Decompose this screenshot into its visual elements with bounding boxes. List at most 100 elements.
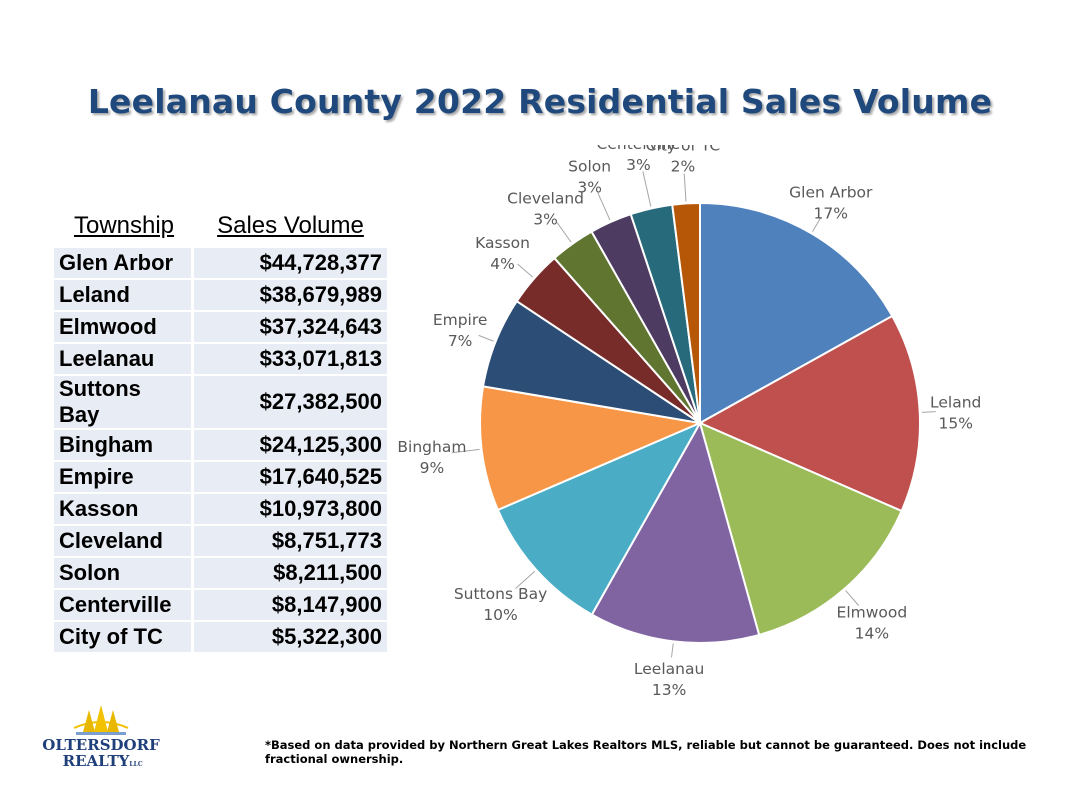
tree-icon (73, 705, 129, 735)
pie-label: Bingham 9% (397, 438, 466, 477)
footnote: *Based on data provided by Northern Grea… (265, 738, 1027, 766)
pie-leader-line (517, 263, 533, 278)
pie-slice (496, 420, 703, 616)
sales-volume-cell: $5,322,300 (194, 622, 387, 652)
table-row: Glen Arbor $44,728,377 (54, 248, 387, 278)
pie-chart: Glen Arbor 17% Leland 15% Elmwood 14% Leelanau… (397, 145, 981, 699)
column-header-sales-volume: Sales Volume (194, 210, 387, 246)
pie-leader-line (451, 448, 480, 454)
township-cell: Suttons Bay (54, 376, 194, 428)
pie-label-percent: 2% (671, 158, 696, 176)
sales-volume-cell: $8,751,773 (194, 526, 387, 556)
pie-label-name: Cleveland (507, 189, 584, 207)
pie-label-name: Bingham (397, 438, 466, 456)
pie-label-percent: 3% (626, 156, 651, 174)
pie-slice (671, 201, 701, 424)
pie-slices (479, 201, 921, 644)
township-cell: Glen Arbor (54, 248, 194, 278)
sales-volume-cell: $27,382,500 (194, 376, 387, 428)
pie-label-name: City of TC (646, 145, 721, 155)
page-title: Leelanau County 2022 Residential Sales V… (87, 82, 993, 121)
table-row: Leland $38,679,989 (54, 280, 387, 310)
logo-line-2: REALTY (63, 752, 130, 770)
pie-label-percent: 13% (652, 681, 686, 699)
pie-slice (697, 314, 921, 513)
pie-leader-line (812, 217, 822, 232)
table-row: Bingham $24,125,300 (54, 430, 387, 460)
township-cell: Kasson (54, 494, 194, 524)
pie-slice (479, 385, 704, 512)
pie-label: Empire 7% (433, 311, 488, 350)
pie-leader-line (845, 590, 860, 606)
pie-leader-line (478, 334, 494, 342)
pie-label-percent: 3% (577, 178, 602, 196)
pie-leader-line (683, 173, 687, 202)
sales-table-body: Glen Arbor $44,728,377 Leland $38,679,989 El… (54, 248, 387, 652)
table-row: Solon $8,211,500 (54, 558, 387, 588)
pie-label-percent: 10% (483, 606, 517, 624)
table-row: Kasson $10,973,800 (54, 494, 387, 524)
township-cell: Leelanau (54, 344, 194, 374)
pie-label-name: Leelanau (634, 660, 704, 678)
pie-label-percent: 4% (490, 255, 515, 273)
pie-leader-line (671, 643, 674, 658)
pie-label: Elmwood 14% (837, 604, 908, 643)
pie-leader-line (642, 171, 652, 207)
pie-label-percent: 9% (420, 459, 445, 477)
sales-volume-cell: $37,324,643 (194, 312, 387, 342)
pie-label-name: Leland (930, 394, 981, 412)
pie-label: Suttons Bay 10% (454, 585, 547, 624)
table-row: Elmwood $37,324,643 (54, 312, 387, 342)
pie-label-percent: 14% (855, 625, 889, 643)
pie-label-name: Kasson (475, 234, 530, 252)
township-cell: Centerville (54, 590, 194, 620)
pie-slice (698, 421, 903, 637)
table-row: Cleveland $8,751,773 (54, 526, 387, 556)
pie-leader-line (515, 570, 536, 590)
pie-leader-line (597, 192, 611, 221)
township-cell: Elmwood (54, 312, 194, 342)
sales-volume-cell: $44,728,377 (194, 248, 387, 278)
sales-volume-cell: $10,973,800 (194, 494, 387, 524)
sales-volume-cell: $24,125,300 (194, 430, 387, 460)
pie-label: Leelanau 13% (634, 660, 704, 699)
sales-volume-cell: $38,679,989 (194, 280, 387, 310)
table-header-row: Township Sales Volume (54, 210, 387, 246)
pie-label-percent: 17% (814, 205, 848, 223)
column-header-township: Township (54, 210, 194, 246)
table-row: Empire $17,640,525 (54, 462, 387, 492)
township-cell: Leland (54, 280, 194, 310)
pie-label-name: Suttons Bay (454, 585, 547, 603)
pie-label-name: Glen Arbor (789, 184, 873, 202)
township-cell: Empire (54, 462, 194, 492)
pie-leader-line (921, 411, 936, 413)
pie-label-percent: 3% (533, 210, 558, 228)
pie-label-name: Centerville (597, 145, 681, 153)
township-cell: Cleveland (54, 526, 194, 556)
sales-volume-cell: $8,147,900 (194, 590, 387, 620)
pie-label-percent: 7% (448, 332, 473, 350)
township-cell: Solon (54, 558, 194, 588)
township-cell: City of TC (54, 622, 194, 652)
pie-label: Cleveland 3% (507, 189, 584, 228)
pie-leader-line (556, 222, 572, 243)
pie-label: Kasson 4% (475, 234, 530, 273)
sales-volume-cell: $17,640,525 (194, 462, 387, 492)
table-row: Suttons Bay $27,382,500 (54, 376, 387, 428)
pie-leader-lines (451, 171, 936, 658)
logo-line-1: OLTERSDORF (42, 736, 160, 754)
pie-label-name: Solon (568, 157, 611, 175)
pie-label-percent: 15% (938, 415, 972, 433)
pie-slice (590, 420, 761, 644)
sales-volume-cell: $33,071,813 (194, 344, 387, 374)
township-cell: Bingham (54, 430, 194, 460)
logo-suffix: LLC (129, 761, 142, 768)
pie-label: Centerville 3% (597, 145, 681, 174)
pie-label: Solon 3% (568, 157, 611, 196)
pie-label-name: Elmwood (837, 604, 908, 622)
sales-volume-cell: $8,211,500 (194, 558, 387, 588)
pie-slice (699, 201, 894, 425)
pie-labels: Glen Arbor 17% Leland 15% Elmwood 14% Leelanau… (397, 145, 981, 699)
table-row: Leelanau $33,071,813 (54, 344, 387, 374)
pie-label-name: Empire (433, 311, 488, 329)
